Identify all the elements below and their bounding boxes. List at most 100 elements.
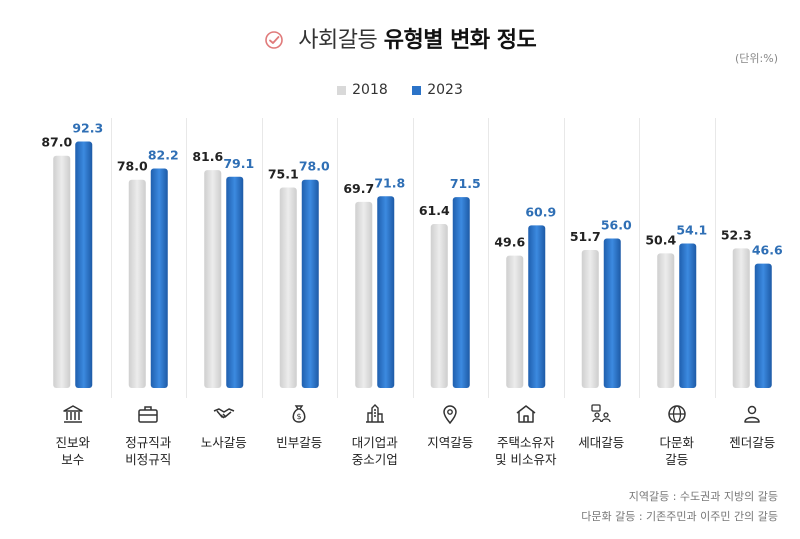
value-label-2023-5: 71.5 [450, 176, 481, 191]
value-label-2023-8: 54.1 [676, 223, 707, 238]
category-label-line: 주택소유자 [496, 435, 555, 450]
category-label-5: 지역갈등 [410, 434, 490, 451]
buildings-icon [363, 402, 387, 426]
legend-swatch-2018 [337, 85, 347, 95]
footnote-multicultural: 다문화 갈등 : 기존주민과 이주민 간의 갈등 [581, 510, 778, 523]
column-divider [110, 118, 112, 398]
legend-label-2018: 2018 [352, 82, 388, 98]
category-label-line: 및 비소유자 [495, 452, 557, 467]
legend-swatch-2023 [412, 85, 422, 95]
house-icon [514, 402, 538, 426]
category-label-line: 다문화 [659, 435, 694, 450]
category-label-9: 젠더갈등 [712, 434, 792, 451]
column-divider [186, 118, 187, 398]
value-label-2018-3: 75.1 [268, 166, 299, 181]
bar-2023-5 [452, 197, 470, 388]
bar-2023-8 [679, 243, 697, 388]
category-label-line: 빈부갈등 [276, 435, 323, 450]
bar-chart: 87.092.378.082.2 81.6 79.175.178.069.7 71.8… [41, 121, 783, 388]
category-label-2: 노사갈등 [184, 434, 264, 451]
category-label-line: 갈등 [665, 452, 689, 467]
svg-text:$: $ [297, 412, 302, 421]
check-circle-icon [264, 30, 284, 56]
bank-icon [61, 402, 85, 426]
column-divider [714, 118, 716, 398]
value-label-2018-5: 61.4 [419, 203, 450, 218]
value-label-2018-1: 78.0 [117, 159, 148, 174]
value-label-2018-8: 50.4 [645, 232, 676, 247]
value-label-2018-6: 49.6 [494, 235, 525, 250]
bar-2018-3 [279, 187, 297, 388]
briefcase-icon [136, 402, 160, 426]
bar-2023-0 [75, 141, 93, 388]
value-label-2018-7: 51.7 [570, 229, 601, 244]
bar-2018-2 [204, 170, 222, 388]
chart-title-bold: 유형별 변화 정도 [383, 28, 537, 53]
value-label-2023-3: 78.0 [299, 159, 330, 174]
value-label-2018-4: 69.7 [343, 181, 374, 196]
bar-2018-8 [657, 253, 675, 388]
unit-label: (단위:%) [735, 52, 778, 65]
chart-title-light: 사회갈등 [298, 28, 378, 53]
bar-2023-1 [150, 168, 168, 388]
bar-2018-7 [581, 249, 599, 388]
category-label-line: 중소기업 [351, 452, 398, 467]
column-divider [639, 118, 640, 398]
value-label-2023-6: 60.9 [525, 204, 556, 219]
bar-2018-5 [430, 224, 448, 388]
column-divider [488, 118, 489, 398]
value-label-2023-2: 79.1 [223, 156, 254, 171]
chart-title: 사회갈등 유형별 변화 정도 [0, 22, 800, 56]
category-label-7: 세대갈등 [561, 434, 641, 451]
bar-2023-4 [377, 196, 395, 388]
category-label-3: 빈부갈등 [259, 434, 339, 451]
footnote-regional: 지역갈등 : 수도권과 지방의 갈등 [628, 490, 778, 503]
generations-icon [589, 402, 613, 426]
value-label-2023-7: 56.0 [601, 217, 632, 232]
bar-2023-2 [226, 176, 244, 388]
footnotes: 지역갈등 : 수도권과 지방의 갈등 다문화 갈등 : 기존주민과 이주민 간의… [581, 487, 778, 527]
category-label-line: 노사갈등 [200, 435, 247, 450]
category-label-line: 보수 [61, 452, 85, 467]
legend-item-2018: 2018 [337, 82, 388, 98]
bar-2023-7 [603, 238, 621, 388]
handshake-icon [212, 402, 236, 426]
category-label-line: 비정규직 [125, 452, 172, 467]
category-label-line: 젠더갈등 [729, 435, 776, 450]
bar-2018-6 [506, 255, 524, 388]
globe-icon [665, 402, 689, 426]
value-label-2018-0: 87.0 [41, 135, 72, 150]
money-bag-icon: $ [287, 402, 311, 426]
bar-2023-3 [301, 179, 319, 388]
category-label-line: 진보와 [55, 435, 90, 450]
column-divider [563, 118, 565, 398]
person-icon [740, 402, 764, 426]
value-label-2023-9: 46.6 [752, 243, 783, 258]
column-divider [261, 118, 263, 398]
legend: 2018 2023 [0, 82, 800, 99]
value-label-2018-9: 52.3 [721, 227, 752, 242]
value-label-2023-4: 71.8 [374, 175, 405, 190]
bar-2023-6 [528, 225, 546, 388]
value-label-2018-2: 81.6 [192, 149, 223, 164]
value-label-2023-1: 82.2 [148, 148, 179, 163]
column-divider [337, 118, 338, 398]
bar-2018-1 [128, 179, 146, 388]
value-label-2023-0: 92.3 [72, 121, 103, 136]
legend-item-2023: 2023 [412, 82, 463, 98]
bar-2018-0 [53, 155, 71, 388]
legend-label-2023: 2023 [427, 82, 463, 98]
column-divider [412, 118, 414, 398]
category-label-line: 세대갈등 [578, 435, 625, 450]
category-label-line: 대기업과 [351, 435, 398, 450]
category-label-line: 지역갈등 [427, 435, 474, 450]
category-label-line: 정규직과 [125, 435, 172, 450]
location-pin-icon [438, 402, 462, 426]
bar-2018-4 [355, 201, 373, 388]
bar-2023-9 [754, 263, 772, 388]
